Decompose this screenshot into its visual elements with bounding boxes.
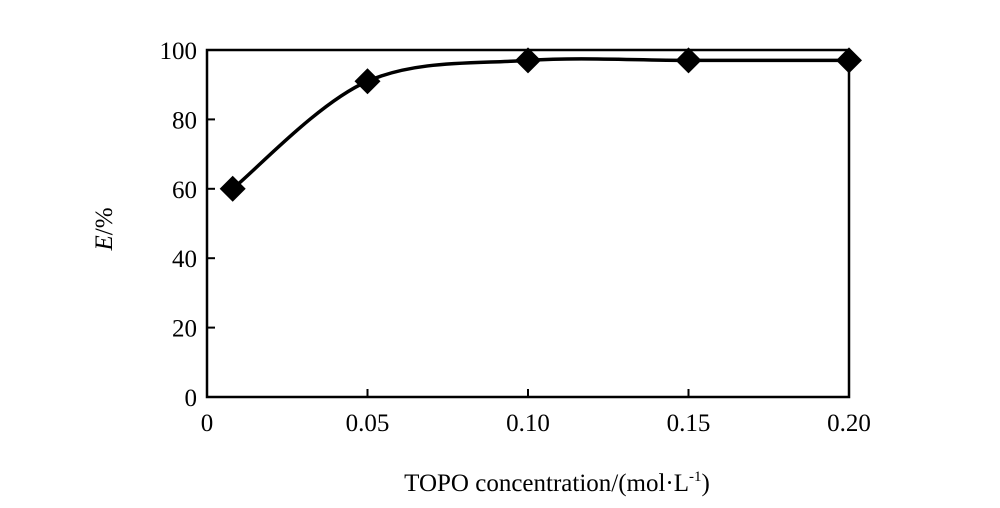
x-axis-label: TOPO concentration/(mol·L-1) bbox=[404, 469, 710, 497]
y-tick-label: 40 bbox=[172, 246, 197, 273]
x-tick-label: 0.10 bbox=[506, 410, 550, 437]
y-tick-label: 0 bbox=[185, 385, 198, 412]
series-line bbox=[231, 57, 849, 191]
y-tick-label: 80 bbox=[172, 107, 197, 134]
data-point-diamond bbox=[219, 175, 246, 202]
plot-frame bbox=[205, 48, 851, 399]
series-layer bbox=[219, 47, 862, 202]
x-ticks: 0 0.05 0.10 0.15 0.20 bbox=[201, 389, 871, 437]
y-ticks: 0 20 40 60 80 100 bbox=[160, 38, 215, 412]
x-tick-label: 0 bbox=[201, 410, 214, 437]
y-tick-label: 60 bbox=[172, 177, 197, 204]
data-point-diamond bbox=[354, 68, 381, 95]
y-axis-label: E/% bbox=[91, 207, 118, 251]
data-point-diamond bbox=[836, 47, 862, 74]
x-tick-label: 0.05 bbox=[346, 410, 390, 437]
data-point-diamond bbox=[675, 47, 702, 74]
y-tick-label: 20 bbox=[172, 316, 197, 343]
x-tick-label: 0.20 bbox=[827, 410, 871, 437]
y-tick-label: 100 bbox=[160, 38, 198, 65]
x-tick-label: 0.15 bbox=[667, 410, 711, 437]
data-point-diamond bbox=[515, 47, 541, 74]
